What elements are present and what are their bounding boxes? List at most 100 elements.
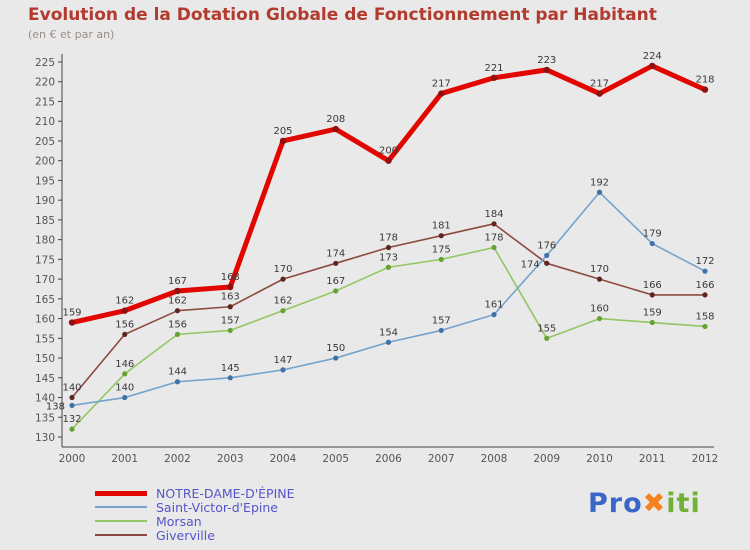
data-point [280, 308, 286, 314]
legend-item-2: Saint-Victor-d'Epine [95, 499, 295, 515]
x-tick-label: 2003 [217, 453, 244, 465]
data-point [385, 157, 392, 164]
data-point [174, 308, 181, 314]
point-label: 217 [432, 79, 451, 90]
x-tick-label: 2001 [111, 453, 138, 465]
data-point [596, 189, 603, 195]
legend-swatch [95, 506, 147, 508]
point-label: 145 [221, 363, 240, 374]
point-label: 181 [432, 221, 451, 232]
y-tick-label: 170 [35, 274, 55, 286]
data-point [491, 312, 497, 318]
legend-swatch [95, 490, 147, 496]
y-tick-label: 160 [35, 314, 55, 326]
point-label: 174 [326, 248, 345, 259]
point-label: 221 [484, 63, 503, 74]
point-label: 172 [695, 256, 714, 267]
point-label: 223 [537, 55, 556, 66]
logo-part: Pro [588, 488, 643, 519]
data-point [122, 394, 128, 401]
point-label: 173 [379, 252, 398, 263]
data-point [385, 264, 392, 270]
data-point [122, 371, 128, 377]
point-label: 161 [484, 300, 503, 311]
x-tick-label: 2005 [322, 453, 349, 465]
legend-swatch [95, 520, 147, 522]
data-point [227, 327, 233, 334]
point-label: 163 [221, 292, 240, 303]
y-tick-label: 150 [35, 353, 55, 365]
point-label: 192 [590, 177, 609, 188]
point-label: 156 [168, 319, 187, 330]
point-label: 200 [379, 146, 398, 157]
data-point [280, 276, 286, 282]
data-point [333, 355, 339, 361]
data-point [544, 252, 550, 259]
point-label: 147 [273, 355, 292, 366]
y-tick-label: 210 [35, 116, 55, 128]
x-tick-label: 2004 [270, 453, 297, 465]
point-label: 157 [432, 315, 451, 326]
data-point [174, 331, 181, 337]
point-label: 218 [695, 75, 714, 86]
point-label: 224 [643, 51, 662, 62]
data-point [227, 283, 234, 291]
point-label: 170 [590, 264, 609, 275]
point-label: 179 [643, 229, 662, 240]
data-point [280, 367, 286, 373]
data-point [702, 268, 708, 274]
x-tick-label: 2012 [692, 453, 719, 465]
y-tick-label: 195 [35, 175, 55, 187]
data-point [649, 292, 655, 298]
y-tick-label: 185 [35, 215, 55, 227]
point-label: 174 [521, 259, 540, 270]
point-label: 178 [379, 233, 398, 244]
legend-label: NOTRE-DAME-D'ÉPINE [156, 485, 295, 501]
point-label: 167 [326, 276, 345, 287]
point-label: 162 [168, 296, 187, 307]
data-point [702, 323, 708, 330]
y-tick-label: 180 [35, 235, 55, 247]
data-point [69, 394, 75, 401]
data-point [68, 319, 76, 326]
legend-item-1: NOTRE-DAME-D'ÉPINE [95, 485, 295, 501]
data-point [649, 62, 656, 70]
legend-label: Giverville [156, 527, 215, 543]
point-label: 176 [537, 240, 556, 251]
series-line [71, 191, 706, 407]
data-point [333, 288, 339, 294]
point-label: 144 [168, 367, 187, 378]
point-label: 205 [273, 126, 292, 137]
chart-subtitle: (en € et par an) [28, 28, 115, 41]
y-tick-label: 220 [35, 77, 55, 89]
x-tick-label: 2009 [533, 453, 560, 465]
point-label: 140 [115, 383, 134, 394]
data-point [438, 233, 444, 239]
y-tick-label: 175 [35, 254, 55, 266]
point-label: 159 [643, 308, 662, 319]
data-point [491, 221, 497, 227]
data-point [438, 327, 444, 334]
y-tick-label: 190 [35, 195, 55, 207]
point-label: 154 [379, 327, 398, 338]
y-tick-label: 215 [35, 96, 55, 108]
point-label: 156 [115, 319, 134, 330]
legend-label: Saint-Victor-d'Epine [156, 499, 278, 515]
data-point [385, 339, 392, 345]
point-label: 175 [432, 244, 451, 255]
x-tick-label: 2006 [375, 453, 402, 465]
point-label: 170 [273, 264, 292, 275]
point-label: 160 [590, 304, 609, 315]
point-label: 168 [221, 272, 240, 283]
x-tick-label: 2011 [639, 453, 666, 465]
point-label: 158 [695, 311, 714, 322]
point-label: 138 [46, 401, 65, 412]
y-tick-label: 145 [35, 373, 55, 385]
data-point [596, 315, 603, 322]
proxiti-logo: Pro✖iti [588, 488, 701, 519]
data-point [544, 260, 550, 266]
point-label: 146 [115, 359, 134, 370]
y-tick-label: 200 [35, 156, 55, 168]
data-point [649, 319, 655, 326]
point-label: 167 [168, 276, 187, 287]
